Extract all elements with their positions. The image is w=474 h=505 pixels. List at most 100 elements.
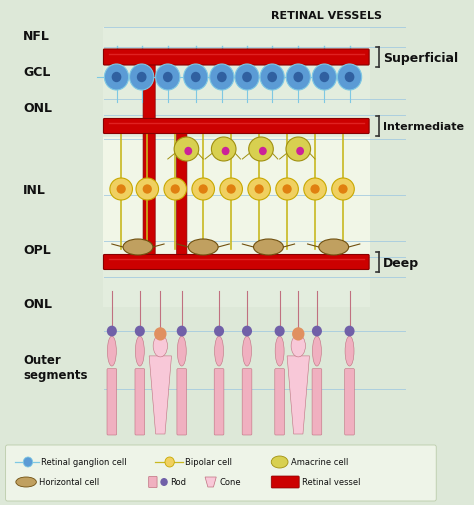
Ellipse shape [275, 336, 284, 366]
Ellipse shape [137, 73, 146, 83]
Ellipse shape [345, 73, 355, 83]
Ellipse shape [227, 185, 236, 194]
Text: Retinal vessel: Retinal vessel [302, 478, 361, 486]
Ellipse shape [16, 477, 36, 487]
FancyBboxPatch shape [103, 50, 369, 66]
Ellipse shape [310, 185, 319, 194]
Ellipse shape [338, 185, 347, 194]
Ellipse shape [271, 456, 288, 468]
Ellipse shape [222, 147, 229, 156]
Ellipse shape [107, 326, 117, 337]
Ellipse shape [293, 73, 303, 83]
Ellipse shape [174, 138, 199, 162]
FancyBboxPatch shape [103, 255, 369, 270]
Ellipse shape [345, 326, 355, 337]
Ellipse shape [171, 185, 180, 194]
Ellipse shape [260, 65, 284, 91]
Ellipse shape [332, 179, 354, 200]
Ellipse shape [254, 239, 283, 256]
Ellipse shape [276, 179, 298, 200]
Ellipse shape [319, 73, 329, 83]
Text: Retinal ganglion cell: Retinal ganglion cell [41, 458, 127, 467]
Ellipse shape [188, 239, 218, 256]
Ellipse shape [337, 65, 362, 91]
Ellipse shape [345, 336, 354, 366]
Ellipse shape [249, 138, 273, 162]
Ellipse shape [214, 326, 224, 337]
Ellipse shape [312, 326, 322, 337]
FancyBboxPatch shape [345, 369, 355, 435]
Ellipse shape [283, 185, 292, 194]
FancyBboxPatch shape [143, 64, 155, 257]
Ellipse shape [312, 65, 337, 91]
Ellipse shape [286, 65, 310, 91]
Text: Outer
segments: Outer segments [23, 354, 88, 381]
Ellipse shape [304, 179, 326, 200]
Ellipse shape [274, 326, 285, 337]
Ellipse shape [135, 326, 145, 337]
Text: Bipolar cell: Bipolar cell [184, 458, 232, 467]
Ellipse shape [136, 336, 144, 366]
Ellipse shape [192, 179, 214, 200]
FancyBboxPatch shape [102, 138, 370, 260]
Text: Intermediate: Intermediate [383, 122, 464, 132]
Ellipse shape [286, 138, 310, 162]
Ellipse shape [215, 336, 224, 366]
Ellipse shape [104, 65, 128, 91]
FancyBboxPatch shape [242, 369, 252, 435]
Ellipse shape [155, 65, 180, 91]
Text: Amacrine cell: Amacrine cell [291, 458, 348, 467]
Ellipse shape [117, 185, 126, 194]
Ellipse shape [312, 336, 321, 366]
Ellipse shape [199, 185, 208, 194]
Ellipse shape [248, 179, 270, 200]
Ellipse shape [110, 179, 132, 200]
Ellipse shape [291, 335, 305, 357]
Ellipse shape [267, 73, 277, 83]
FancyBboxPatch shape [177, 369, 187, 435]
Ellipse shape [242, 326, 252, 337]
Ellipse shape [23, 457, 33, 467]
Text: Cone: Cone [220, 478, 242, 486]
Ellipse shape [255, 185, 264, 194]
Polygon shape [205, 477, 216, 487]
Ellipse shape [242, 73, 252, 83]
Ellipse shape [210, 65, 234, 91]
Ellipse shape [112, 73, 121, 83]
FancyBboxPatch shape [135, 369, 145, 435]
Text: ONL: ONL [23, 102, 52, 114]
Ellipse shape [319, 239, 348, 256]
Ellipse shape [235, 65, 259, 91]
Ellipse shape [143, 185, 152, 194]
Text: NFL: NFL [23, 29, 50, 42]
Text: Rod: Rod [170, 478, 186, 486]
FancyBboxPatch shape [6, 445, 436, 501]
FancyBboxPatch shape [275, 369, 284, 435]
Ellipse shape [296, 147, 304, 156]
Polygon shape [149, 356, 172, 434]
Ellipse shape [177, 336, 186, 366]
FancyBboxPatch shape [214, 369, 224, 435]
Ellipse shape [183, 65, 208, 91]
Ellipse shape [211, 138, 236, 162]
FancyBboxPatch shape [149, 477, 157, 487]
Text: Superficial: Superficial [383, 52, 458, 64]
Ellipse shape [154, 328, 166, 341]
FancyBboxPatch shape [103, 119, 369, 134]
FancyBboxPatch shape [107, 369, 117, 435]
Ellipse shape [177, 326, 187, 337]
Ellipse shape [160, 478, 168, 486]
Text: Horizontal cell: Horizontal cell [39, 478, 100, 486]
Ellipse shape [184, 147, 192, 156]
FancyBboxPatch shape [177, 132, 187, 258]
Ellipse shape [191, 73, 201, 83]
Text: OPL: OPL [23, 243, 51, 256]
FancyBboxPatch shape [312, 369, 322, 435]
Text: ONL: ONL [23, 297, 52, 310]
Ellipse shape [136, 179, 159, 200]
FancyBboxPatch shape [271, 476, 299, 488]
Ellipse shape [153, 335, 167, 357]
Ellipse shape [292, 328, 304, 341]
Text: RETINAL VESSELS: RETINAL VESSELS [271, 11, 382, 21]
Ellipse shape [163, 73, 173, 83]
